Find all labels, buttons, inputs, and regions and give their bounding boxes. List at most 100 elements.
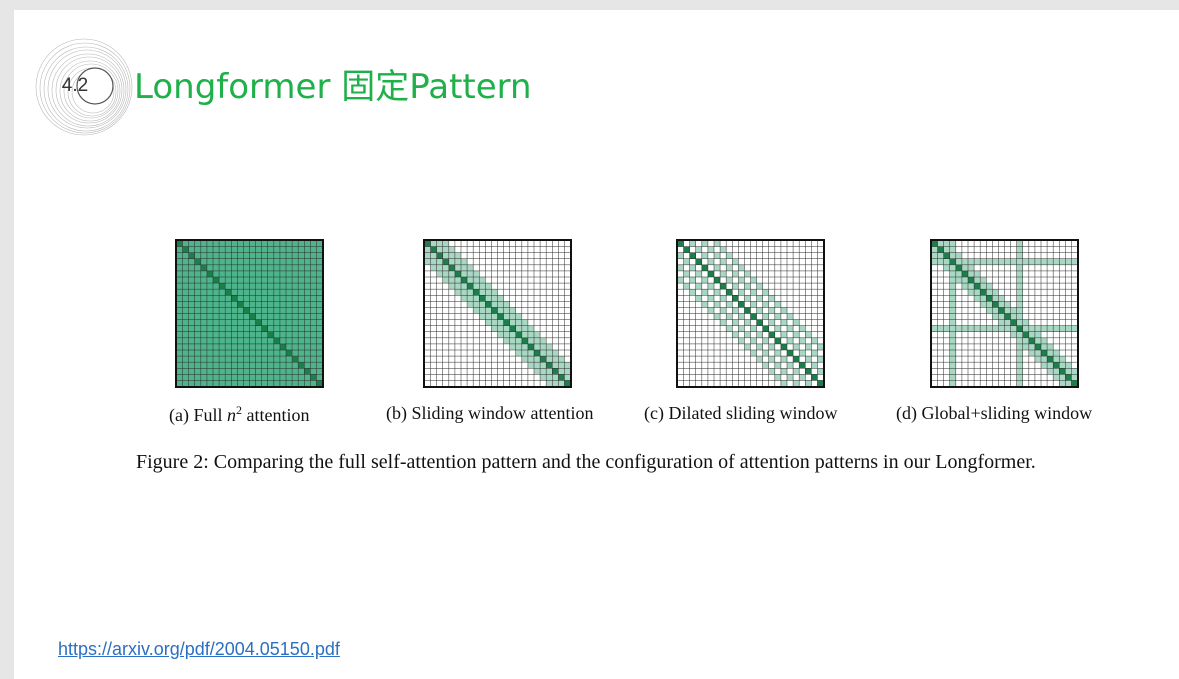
attention-cell [286, 368, 293, 375]
attention-cell [304, 252, 311, 259]
attention-cell [255, 368, 262, 375]
attention-cell [213, 252, 220, 259]
attention-cell [231, 307, 238, 314]
attention-cell [237, 258, 244, 265]
attention-cell [998, 301, 1005, 308]
attention-cell [448, 277, 455, 284]
attention-cell [937, 258, 944, 265]
attention-cell [546, 374, 553, 381]
attention-cell [316, 313, 323, 320]
attention-cell [182, 350, 189, 357]
attention-cell [206, 313, 213, 320]
attention-cell [249, 356, 256, 363]
attention-cell [949, 270, 956, 277]
attention-cell [219, 313, 226, 320]
attention-cell [1059, 258, 1066, 265]
attention-cell [267, 295, 274, 302]
attention-cell [1016, 325, 1023, 332]
attention-cell [267, 337, 274, 344]
attention-cell [219, 240, 226, 247]
attention-cell [255, 301, 262, 308]
attention-cell [467, 295, 474, 302]
attention-cell [182, 264, 189, 271]
attention-cell [1034, 343, 1041, 350]
attention-cell [558, 368, 565, 375]
attention-cell [1016, 270, 1023, 277]
attention-cell [992, 295, 999, 302]
attention-cell [310, 343, 317, 350]
attention-cell [286, 374, 293, 381]
attention-cell [292, 283, 299, 290]
attention-cell [200, 337, 207, 344]
attention-cell [261, 343, 268, 350]
attention-cell [726, 289, 733, 296]
attention-cell [310, 264, 317, 271]
attention-cell [298, 295, 305, 302]
attention-cell [200, 319, 207, 326]
attention-cell [279, 313, 286, 320]
paper-link[interactable]: https://arxiv.org/pdf/2004.05150.pdf [58, 639, 340, 659]
attention-cell [255, 313, 262, 320]
attention-cell [194, 258, 201, 265]
attention-cell [188, 374, 195, 381]
attention-cell [714, 252, 721, 259]
attention-cell [286, 313, 293, 320]
attention-cell [943, 325, 950, 332]
attention-cell [986, 283, 993, 290]
panel-caption-a-sup: 2 [236, 403, 242, 417]
attention-cell [1071, 374, 1078, 381]
attention-cell [1047, 325, 1054, 332]
attention-cell [182, 246, 189, 253]
attention-cell [998, 319, 1005, 326]
attention-cell [219, 362, 226, 369]
attention-cell [750, 350, 757, 357]
attention-cell [943, 246, 950, 253]
attention-cell [1022, 258, 1029, 265]
attention-cell [768, 319, 775, 326]
attention-cell [707, 246, 714, 253]
attention-cell [231, 343, 238, 350]
attention-cell [273, 343, 280, 350]
attention-cell [473, 277, 480, 284]
attention-cell [762, 313, 769, 320]
attention-cell [552, 374, 559, 381]
attention-cell [540, 343, 547, 350]
attention-cell [503, 331, 510, 338]
attention-cell [213, 289, 220, 296]
attention-cell [949, 264, 956, 271]
attention-cell [479, 295, 486, 302]
attention-cell [1016, 252, 1023, 259]
attention-cell [961, 325, 968, 332]
attention-cell [225, 362, 232, 369]
attention-cell [540, 374, 547, 381]
attention-cell [200, 313, 207, 320]
attention-cell [780, 368, 787, 375]
attention-cell [237, 246, 244, 253]
attention-cell [292, 295, 299, 302]
attention-cell [231, 277, 238, 284]
attention-cell [955, 258, 962, 265]
attention-cell [485, 307, 492, 314]
attention-cell [793, 380, 800, 387]
attention-cell [292, 252, 299, 259]
attention-cell [558, 374, 565, 381]
attention-cell [267, 283, 274, 290]
attention-cell [194, 307, 201, 314]
attention-cell [261, 374, 268, 381]
attention-cell [564, 368, 571, 375]
attention-cell [750, 313, 757, 320]
attention-cell [267, 368, 274, 375]
attention-cell [552, 362, 559, 369]
attention-cell [316, 270, 323, 277]
attention-cell [273, 240, 280, 247]
attention-cell [738, 277, 745, 284]
attention-cell [310, 277, 317, 284]
attention-cell [194, 301, 201, 308]
attention-cell [194, 289, 201, 296]
attention-cell [689, 264, 696, 271]
attention-cell [1022, 337, 1029, 344]
attention-cell [316, 307, 323, 314]
attention-cell [780, 331, 787, 338]
attention-cell [243, 258, 250, 265]
attention-cell [194, 313, 201, 320]
